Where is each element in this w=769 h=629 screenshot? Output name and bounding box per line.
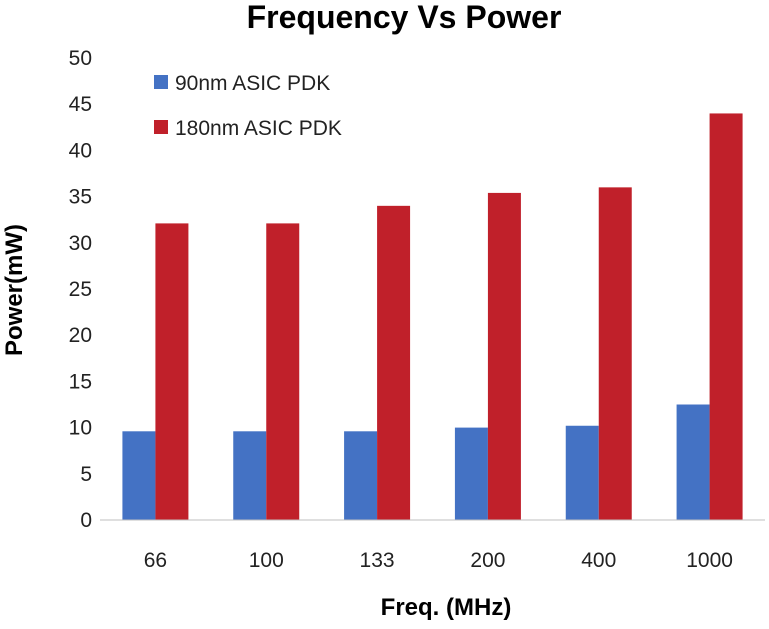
y-tick-label: 15 <box>69 370 92 393</box>
bar-180nm <box>598 187 632 521</box>
y-tick-label: 20 <box>69 324 92 347</box>
bar-90nm <box>233 431 267 520</box>
legend-label: 180nm ASIC PDK <box>175 117 342 140</box>
y-tick-label: 40 <box>69 139 92 162</box>
y-tick-label: 35 <box>69 186 92 209</box>
legend-swatch <box>154 75 168 89</box>
x-axis-title: Freq. (MHz) <box>381 594 512 621</box>
y-tick-label: 45 <box>69 93 92 116</box>
bar-90nm <box>454 427 488 520</box>
bar-180nm <box>487 192 521 521</box>
y-axis-ticks: 0 5 10 15 20 25 30 35 40 45 50 <box>69 47 92 532</box>
y-axis-title: Power(mW) <box>1 224 28 356</box>
bar-180nm <box>155 223 189 520</box>
x-tick-label: 100 <box>249 549 284 572</box>
bars <box>122 113 743 521</box>
legend: 90nm ASIC PDK 180nm ASIC PDK <box>154 72 342 140</box>
x-tick-label: 200 <box>470 549 505 572</box>
y-tick-label: 30 <box>69 232 92 255</box>
y-tick-label: 25 <box>69 278 92 301</box>
bar-90nm <box>565 425 599 520</box>
y-tick-label: 10 <box>69 417 92 440</box>
y-tick-label: 50 <box>69 47 92 70</box>
x-tick-label: 1000 <box>686 549 733 572</box>
legend-swatch <box>154 120 168 134</box>
x-axis-ticks: 66 100 133 200 400 1000 <box>144 549 733 572</box>
y-tick-label: 0 <box>80 509 92 532</box>
bar-180nm <box>377 205 411 520</box>
bar-180nm <box>709 113 743 520</box>
bar-180nm <box>266 223 300 520</box>
x-tick-label: 66 <box>144 549 167 572</box>
y-tick-label: 5 <box>80 463 92 486</box>
bar-90nm <box>676 404 710 520</box>
bar-90nm <box>122 431 156 520</box>
chart-title: Frequency Vs Power <box>247 0 562 35</box>
bar-90nm <box>344 431 378 520</box>
x-tick-label: 400 <box>581 549 616 572</box>
x-tick-label: 133 <box>360 549 395 572</box>
legend-label: 90nm ASIC PDK <box>175 72 330 95</box>
